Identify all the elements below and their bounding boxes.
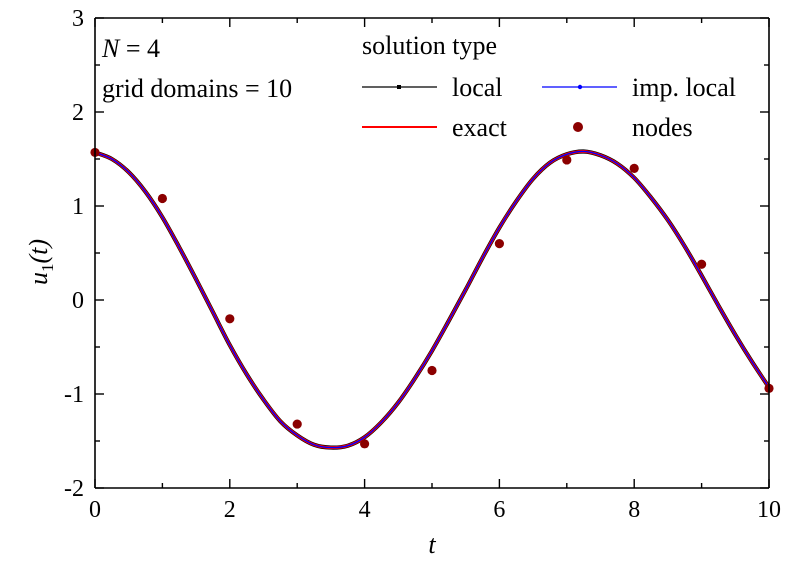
x-tick-label: 10 xyxy=(757,497,781,523)
node-point xyxy=(225,314,235,324)
y-tick-label: -1 xyxy=(64,382,84,408)
annotation-n: N = 4 xyxy=(101,34,160,63)
legend-label-local: local xyxy=(452,73,503,102)
y-tick-label: 1 xyxy=(72,194,84,220)
x-tick-label: 6 xyxy=(493,497,505,523)
y-axis-title: u1(t) xyxy=(24,239,57,285)
legend-label-imp-local: imp. local xyxy=(632,73,736,102)
y-tick-label: 3 xyxy=(72,6,84,32)
series-line-imp-local xyxy=(94,150,770,449)
legend-label-nodes: nodes xyxy=(632,113,693,142)
x-axis-title: t xyxy=(428,530,436,559)
node-point xyxy=(427,365,437,376)
node-markers xyxy=(90,147,774,449)
series-line-exact xyxy=(94,149,771,450)
series-curves xyxy=(94,149,771,450)
series-line-local xyxy=(94,149,771,450)
tick-marks xyxy=(94,17,770,489)
node-point xyxy=(629,163,639,173)
legend-marker-local xyxy=(397,85,401,89)
y-tick-label: -2 xyxy=(64,476,84,502)
node-point xyxy=(697,259,707,269)
y-tick-label: 0 xyxy=(72,288,84,314)
node-point xyxy=(494,239,504,249)
x-tick-label: 2 xyxy=(224,497,236,523)
annotation-grid-domains: grid domains = 10 xyxy=(102,74,292,103)
y-tick-label: 2 xyxy=(72,100,84,126)
node-point xyxy=(360,439,370,449)
legend-marker-imp-local xyxy=(577,84,583,90)
legend-label-exact: exact xyxy=(452,113,508,142)
node-point xyxy=(562,155,572,165)
node-point xyxy=(157,193,167,204)
node-point xyxy=(292,419,302,429)
x-tick-label: 0 xyxy=(89,497,101,523)
legend-title: solution type xyxy=(362,31,497,60)
x-tick-label: 8 xyxy=(628,497,640,523)
legend-marker-nodes xyxy=(573,122,583,132)
tick-labels: 0 2 4 6 8 10 -2 -1 0 1 2 3 xyxy=(64,6,781,523)
x-tick-label: 4 xyxy=(359,497,371,523)
legend: solution type local imp. local exact nod… xyxy=(362,31,736,142)
